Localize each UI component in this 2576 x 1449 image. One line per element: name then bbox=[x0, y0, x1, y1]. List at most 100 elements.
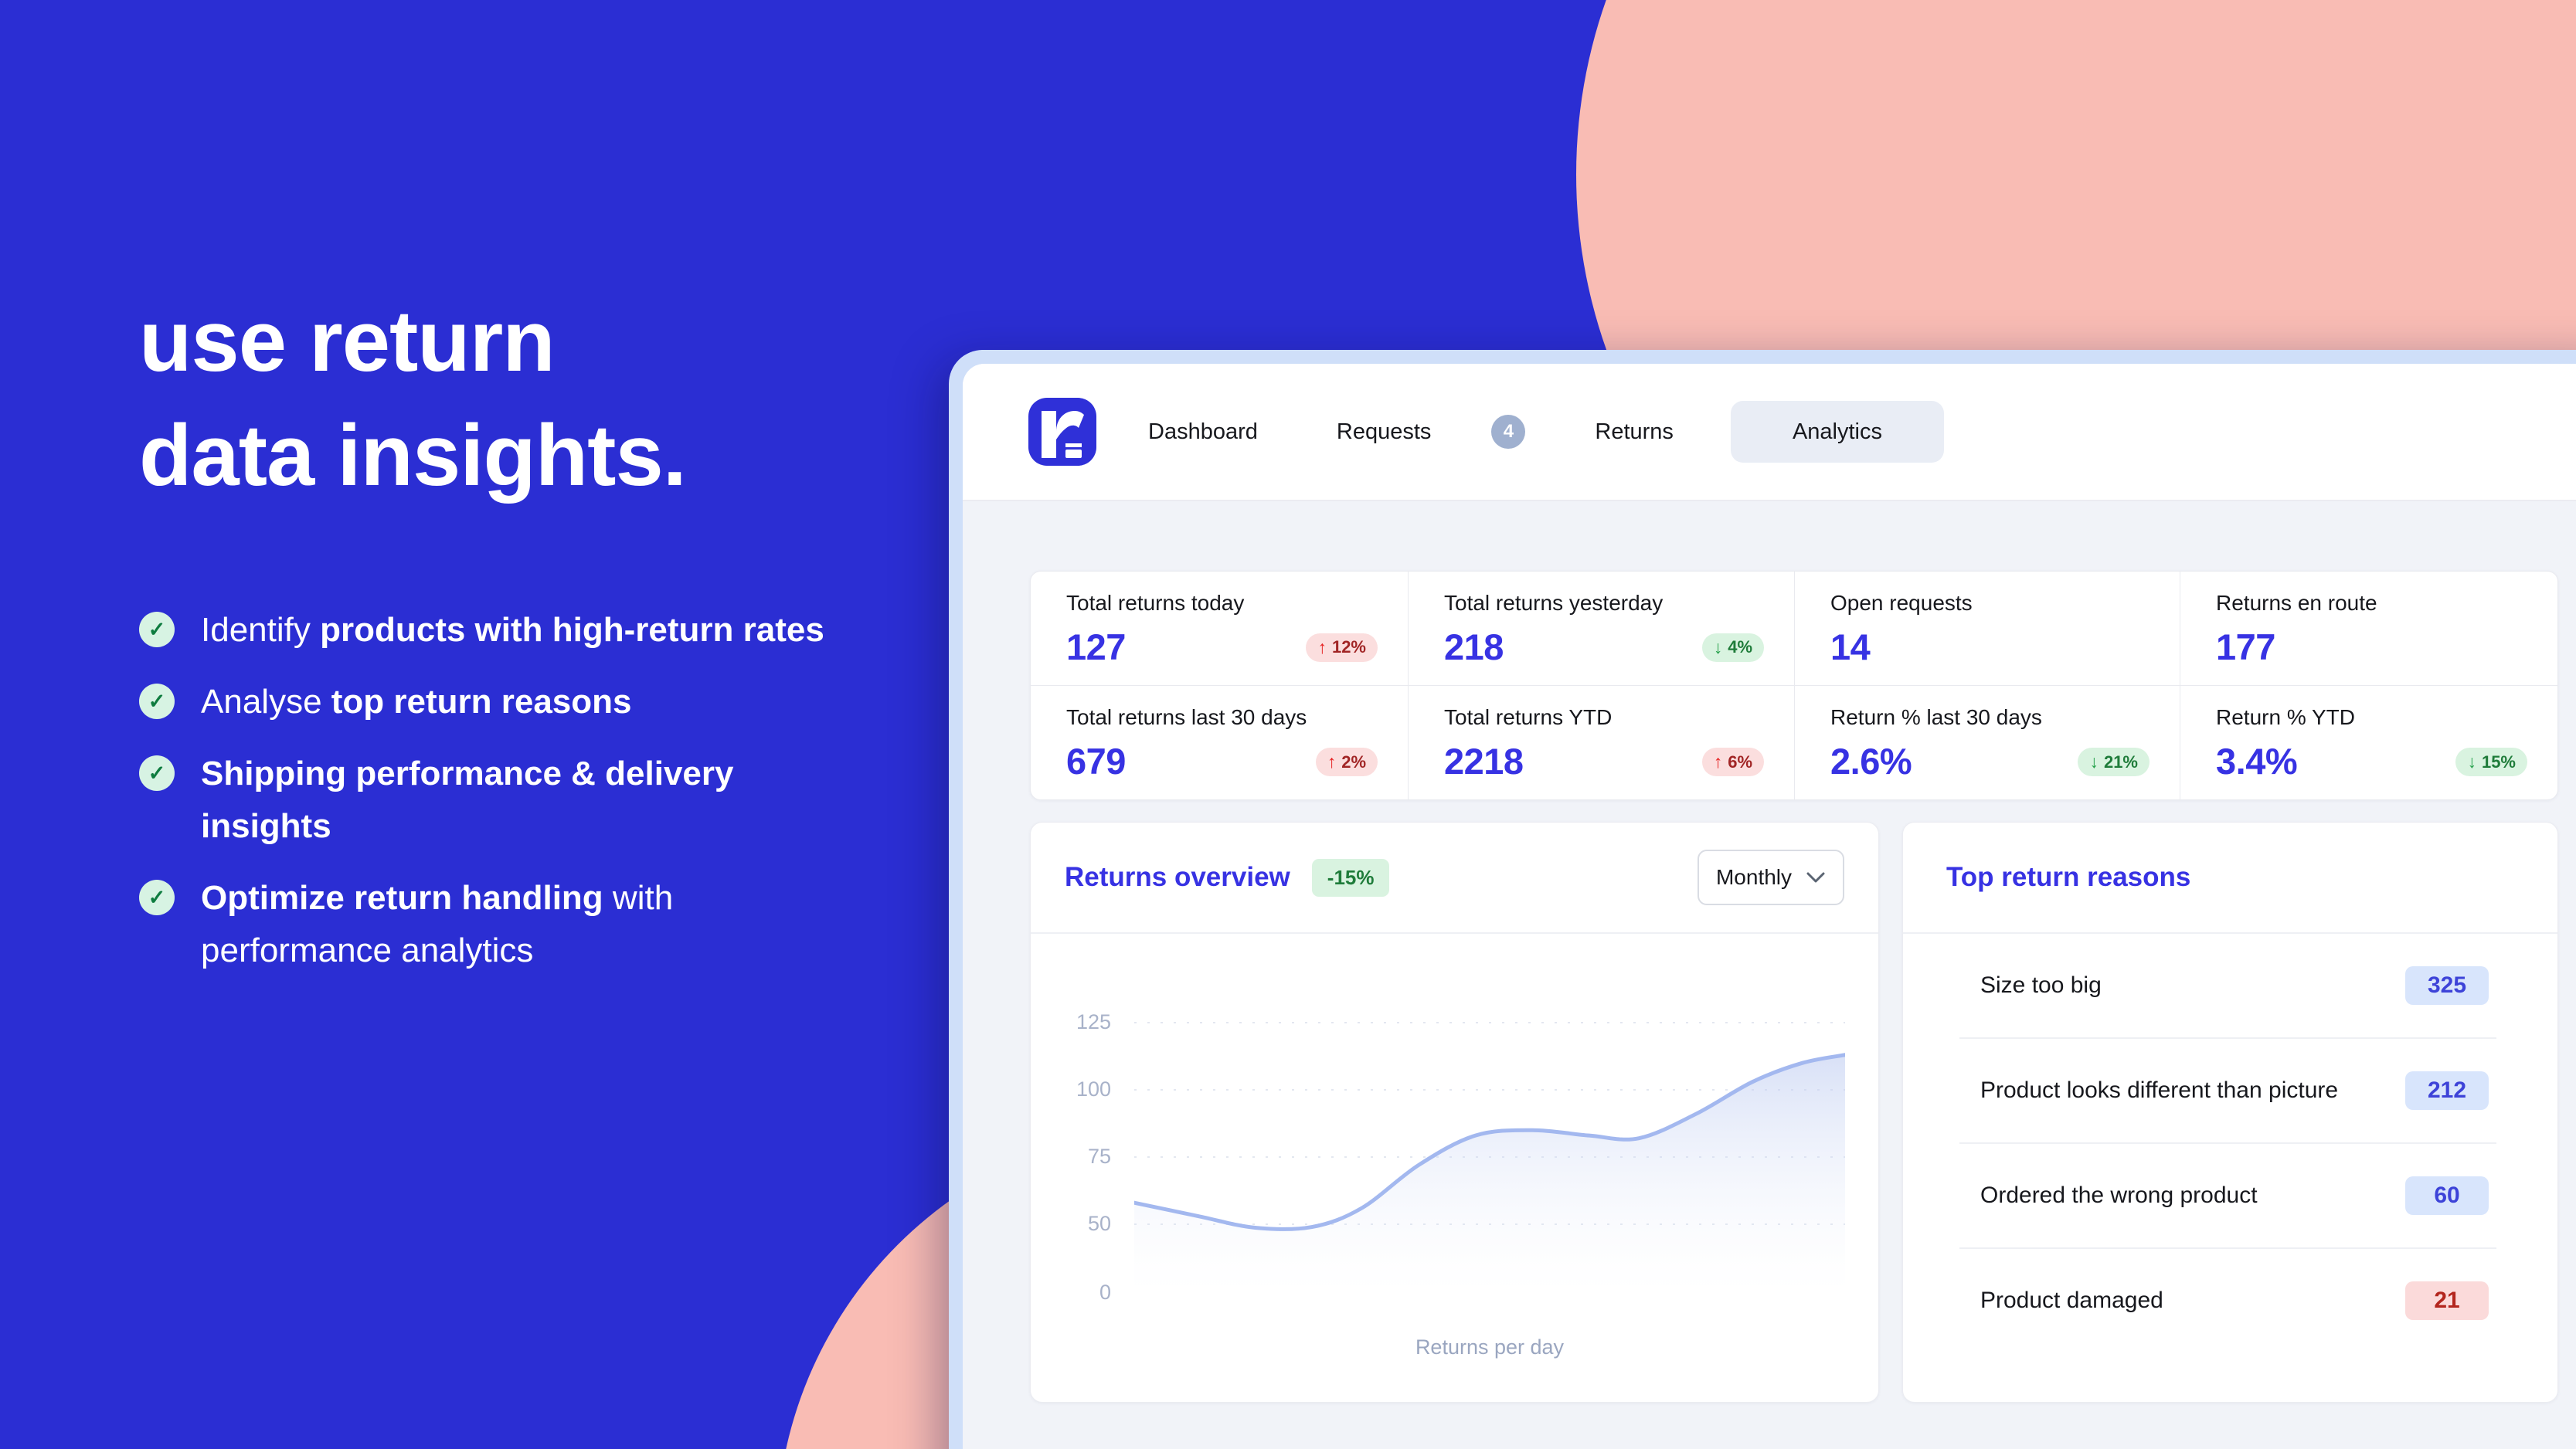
chart-x-label: Returns per day bbox=[1415, 1335, 1565, 1359]
bullet-item: ✓ Optimize return handling with performa… bbox=[139, 872, 919, 977]
bullet-bold: top return reasons bbox=[331, 683, 632, 721]
stat-label: Open requests bbox=[1830, 591, 1973, 615]
period-dropdown-value: Monthly bbox=[1715, 865, 1793, 889]
y-axis-tick: 125 bbox=[1076, 1010, 1111, 1033]
top-navigation: Dashboard Requests 4 Returns Analytics bbox=[963, 364, 2576, 501]
stat-cell: Return % YTD 3.4% ↓ 15% bbox=[2180, 686, 2557, 800]
bullet-bold: Optimize return handling bbox=[201, 879, 603, 917]
tab-returns[interactable]: Returns bbox=[1595, 419, 1674, 444]
stats-grid: Total returns today 127 ↑ 12% Total retu… bbox=[1030, 571, 2558, 800]
y-axis-tick: 100 bbox=[1076, 1077, 1111, 1101]
reason-label: Product damaged bbox=[1980, 1288, 2163, 1313]
stat-label: Total returns yesterday bbox=[1444, 591, 1664, 615]
stat-value: 14 bbox=[1830, 626, 1871, 667]
stat-label: Returns en route bbox=[2216, 591, 2377, 615]
bullet-light: Analyse bbox=[201, 683, 331, 721]
reason-count-badge: 21 bbox=[2405, 1281, 2489, 1320]
trend-value: 12% bbox=[1331, 637, 1366, 657]
dashboard-content: Total returns today 127 ↑ 12% Total retu… bbox=[963, 501, 2576, 1403]
trend-value: 21% bbox=[2103, 752, 2138, 772]
reasons-list: Size too big 325 Product looks different… bbox=[1959, 934, 2496, 1352]
stat-value: 3.4% bbox=[2216, 740, 2298, 782]
bullet-bold: Shipping performance & delivery insights bbox=[201, 755, 734, 845]
reason-row: Size too big 325 bbox=[1959, 934, 2496, 1039]
trend-badge: ↓ 21% bbox=[2078, 748, 2149, 776]
chart-trend-badge: -15% bbox=[1311, 858, 1390, 897]
y-axis-tick: 0 bbox=[1099, 1281, 1111, 1304]
hero-headline-line2: data insights. bbox=[139, 407, 687, 504]
stat-value: 679 bbox=[1066, 740, 1126, 782]
trend-up-icon: ↑ bbox=[1327, 752, 1337, 772]
trend-down-icon: ↓ bbox=[2089, 752, 2099, 772]
tab-analytics-active[interactable]: Analytics bbox=[1730, 401, 1944, 463]
requests-count-badge: 4 bbox=[1491, 415, 1526, 449]
chevron-down-icon bbox=[1806, 872, 1825, 883]
stat-label: Return % YTD bbox=[2216, 704, 2355, 729]
trend-badge: ↓ 4% bbox=[1701, 633, 1764, 662]
area-chart: 125 100 75 50 0 bbox=[1031, 934, 1878, 1402]
returns-overview-card: Returns overview -15% Monthly 125 100 75 50… bbox=[1030, 822, 1879, 1403]
hero-headline: use return data insights. bbox=[139, 284, 919, 513]
stat-cell: Total returns today 127 ↑ 12% bbox=[1031, 572, 1409, 686]
chart-title: Returns overview bbox=[1065, 862, 1290, 892]
hero-panel: use return data insights. ✓ Identify pro… bbox=[139, 284, 919, 996]
reason-label: Ordered the wrong product bbox=[1980, 1183, 2258, 1208]
check-icon: ✓ bbox=[139, 880, 175, 915]
y-axis-tick: 75 bbox=[1087, 1145, 1111, 1168]
stat-cell: Return % last 30 days 2.6% ↓ 21% bbox=[1795, 685, 2180, 799]
trend-value: 15% bbox=[2481, 752, 2516, 772]
stat-label: Total returns last 30 days bbox=[1066, 704, 1307, 729]
top-return-reasons-card: Top return reasons Size too big 325 Prod… bbox=[1902, 822, 2558, 1403]
stat-value: 2.6% bbox=[1830, 740, 1912, 782]
bullet-light: Identify bbox=[201, 611, 321, 649]
stat-label: Total returns today bbox=[1066, 591, 1245, 615]
hero-bullet-list: ✓ Identify products with high-return rat… bbox=[139, 604, 919, 977]
trend-value: 6% bbox=[1728, 752, 1752, 772]
tab-requests[interactable]: Requests bbox=[1336, 419, 1432, 444]
trend-value: 4% bbox=[1728, 637, 1752, 657]
reason-row: Product looks different than picture 212 bbox=[1959, 1039, 2496, 1144]
period-dropdown[interactable]: Monthly bbox=[1698, 850, 1844, 905]
stat-value: 2218 bbox=[1444, 740, 1524, 782]
bullet-item: ✓ Identify products with high-return rat… bbox=[139, 604, 919, 657]
reason-label: Size too big bbox=[1980, 972, 2102, 998]
check-icon: ✓ bbox=[139, 684, 175, 719]
stat-value: 218 bbox=[1444, 626, 1504, 667]
trend-badge: ↑ 12% bbox=[1306, 633, 1378, 662]
trend-value: 2% bbox=[1341, 752, 1366, 772]
trend-up-icon: ↑ bbox=[1713, 752, 1723, 772]
stat-cell: Total returns yesterday 218 ↓ 4% bbox=[1409, 572, 1795, 686]
tab-dashboard[interactable]: Dashboard bbox=[1148, 419, 1258, 444]
check-icon: ✓ bbox=[139, 755, 175, 791]
app-logo-icon bbox=[1028, 398, 1096, 466]
bullet-item: ✓ Analyse top return reasons bbox=[139, 676, 919, 728]
trend-down-icon: ↓ bbox=[2467, 752, 2476, 772]
trend-badge: ↑ 2% bbox=[1315, 748, 1378, 776]
y-axis-tick: 50 bbox=[1087, 1212, 1111, 1235]
stat-value: 127 bbox=[1066, 626, 1126, 667]
stat-cell: Open requests 14 bbox=[1795, 572, 2180, 686]
check-icon: ✓ bbox=[139, 612, 175, 647]
trend-up-icon: ↑ bbox=[1317, 636, 1327, 657]
trend-badge: ↑ 6% bbox=[1701, 748, 1764, 776]
reason-count-badge: 212 bbox=[2405, 1071, 2489, 1110]
stat-label: Return % last 30 days bbox=[1830, 704, 2042, 729]
app-window: Dashboard Requests 4 Returns Analytics T… bbox=[949, 350, 2576, 1449]
chart-plot bbox=[1134, 1022, 1845, 1293]
stat-label: Total returns YTD bbox=[1444, 704, 1613, 729]
bullet-item: ✓ Shipping performance & delivery insigh… bbox=[139, 748, 919, 853]
hero-headline-line1: use return bbox=[139, 293, 556, 389]
trend-badge: ↓ 15% bbox=[2455, 748, 2527, 776]
reason-row: Ordered the wrong product 60 bbox=[1959, 1144, 2496, 1249]
stat-cell: Total returns last 30 days 679 ↑ 2% bbox=[1031, 685, 1409, 799]
reason-label: Product looks different than picture bbox=[1980, 1077, 2339, 1103]
reason-count-badge: 325 bbox=[2405, 966, 2489, 1005]
stat-value: 177 bbox=[2216, 626, 2275, 667]
reasons-title: Top return reasons bbox=[1903, 823, 2557, 934]
bullet-light: with performance analytics bbox=[201, 879, 674, 969]
stat-cell: Returns en route 177 bbox=[2180, 572, 2557, 686]
bullet-bold: products with high-return rates bbox=[320, 611, 824, 649]
reason-row: Product damaged 21 bbox=[1959, 1249, 2496, 1352]
trend-down-icon: ↓ bbox=[1713, 636, 1723, 657]
